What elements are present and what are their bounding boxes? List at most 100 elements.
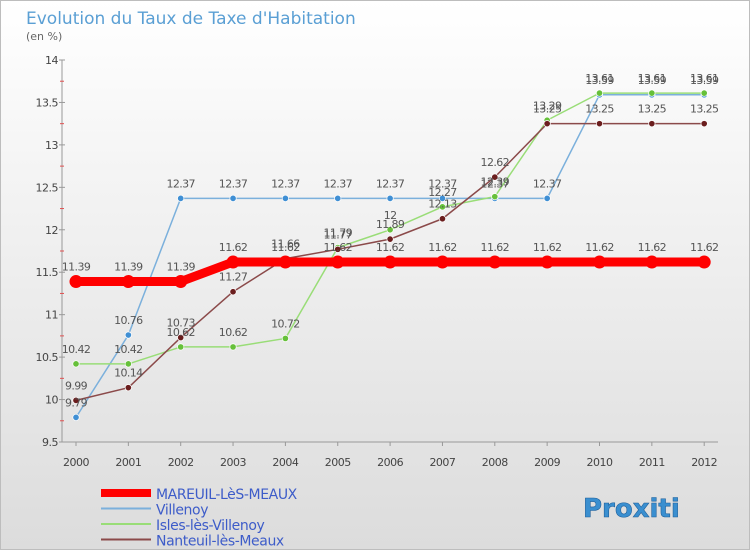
x-tick-label: 2004 [272, 456, 298, 469]
data-label: 12.62 [481, 156, 510, 169]
data-label: 12.37 [376, 177, 405, 190]
series-0 [69, 255, 711, 289]
data-point [700, 120, 708, 128]
y-tick-label: 10.5 [36, 351, 59, 364]
data-point [278, 255, 292, 269]
y-tick-label: 12.5 [36, 181, 59, 194]
data-point [383, 255, 397, 269]
x-tick-label: 2010 [587, 456, 613, 469]
data-point [124, 360, 132, 368]
data-label: 13.61 [638, 72, 667, 85]
data-label: 11.89 [376, 218, 405, 231]
data-label: 11.62 [690, 241, 719, 254]
data-point [386, 235, 394, 243]
data-point [72, 413, 80, 421]
y-tick-label: 12 [45, 224, 58, 237]
data-point [72, 396, 80, 404]
legend-label: Nanteuil-lès-Meaux [156, 534, 284, 550]
data-label: 13.59 [585, 74, 614, 87]
data-label: 11.62 [271, 241, 300, 254]
data-label: 12.37 [533, 177, 562, 190]
legend-label: Isles-lès-Villenoy [156, 518, 264, 534]
data-label: 12.27 [428, 186, 457, 199]
data-label: 11.27 [219, 271, 248, 284]
series-layer [69, 89, 711, 421]
x-tick-label: 2007 [429, 456, 455, 469]
data-label: 12.13 [428, 198, 457, 211]
data-label: 11.62 [481, 241, 510, 254]
x-tick-label: 2006 [377, 456, 403, 469]
data-point [177, 343, 185, 351]
data-label: 10.14 [114, 367, 143, 380]
y-tick-label: 9.5 [42, 436, 58, 449]
data-label: 12 [384, 209, 397, 222]
legend-label: MAREUIL-LèS-MEAUX [156, 487, 298, 503]
y-tick-label: 11 [45, 309, 58, 322]
data-point [438, 215, 447, 223]
x-tick-label: 2011 [639, 456, 665, 469]
data-label: 11.62 [324, 241, 353, 254]
data-label: 13.25 [533, 103, 562, 116]
data-point [229, 343, 237, 351]
data-label: 12.37 [324, 177, 353, 190]
data-point [124, 331, 132, 339]
y-tick-label: 11.5 [36, 266, 59, 279]
data-label: 11.66 [271, 238, 300, 251]
chart-subtitle: (en %) [26, 30, 62, 43]
data-label: 13.25 [585, 103, 614, 116]
data-point [229, 194, 237, 202]
chart-title: Evolution du Taux de Taxe d'Habitation [26, 9, 356, 29]
data-label: 13.59 [638, 74, 667, 87]
data-label: 10.42 [62, 343, 91, 356]
y-tick-label: 14 [45, 54, 58, 67]
data-point [491, 173, 499, 181]
data-point [386, 194, 394, 202]
data-point [648, 120, 656, 128]
data-point [648, 89, 656, 97]
data-point [593, 255, 606, 269]
data-label: 13.29 [533, 99, 562, 112]
data-point [174, 275, 188, 289]
data-label: 12.37 [428, 177, 457, 190]
data-label: 11.79 [324, 227, 353, 240]
data-label: 11.39 [166, 261, 195, 274]
data-point [226, 255, 240, 269]
data-point [177, 194, 185, 202]
data-label: 13.25 [690, 103, 719, 116]
x-tick-label: 2002 [168, 456, 194, 469]
axes: 9.5 10 10.5 11 11.5 12 12.5 13 13.5 14 2000 2001 200… [36, 54, 718, 469]
x-tick-label: 2000 [63, 456, 89, 469]
data-label: 9.79 [65, 396, 88, 409]
data-label: 11.77 [324, 228, 353, 241]
data-label: 12.37 [219, 177, 248, 190]
data-point [334, 245, 342, 253]
data-label: 11.62 [533, 241, 562, 254]
data-label: 12.39 [481, 176, 510, 189]
data-label: 13.61 [690, 72, 719, 85]
data-label: 11.39 [114, 261, 143, 274]
y-tick-label: 13.5 [36, 96, 59, 109]
y-tick-label: 10 [45, 394, 58, 407]
data-point [435, 255, 449, 269]
data-point [700, 89, 708, 97]
data-label: 10.42 [114, 343, 143, 356]
x-tick-label: 2012 [691, 456, 717, 469]
data-label: 10.62 [219, 326, 248, 339]
y-tick-label: 13 [45, 139, 58, 152]
data-label: 10.76 [114, 314, 143, 327]
data-label: 13.61 [585, 72, 614, 85]
data-point [229, 288, 237, 296]
data-point [540, 255, 554, 269]
data-point [543, 120, 551, 128]
series-2 [72, 89, 708, 368]
data-point [595, 120, 604, 128]
data-label: 13.25 [638, 103, 667, 116]
data-point [121, 275, 135, 289]
data-label: 11.62 [638, 241, 667, 254]
x-tick-label: 2008 [482, 456, 508, 469]
x-tick-label: 2009 [534, 456, 560, 469]
data-point [645, 255, 659, 269]
x-tick-label: 2005 [325, 456, 351, 469]
